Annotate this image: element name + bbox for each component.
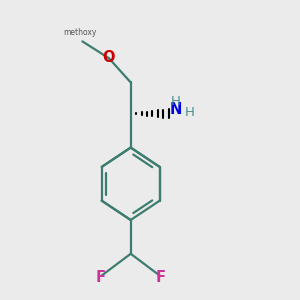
Text: F: F [156, 270, 166, 285]
Text: N: N [169, 102, 182, 117]
Text: F: F [95, 270, 106, 285]
Text: O: O [103, 50, 115, 64]
Text: H: H [170, 95, 180, 108]
Text: methoxy: methoxy [63, 28, 97, 37]
Text: H: H [185, 106, 195, 119]
